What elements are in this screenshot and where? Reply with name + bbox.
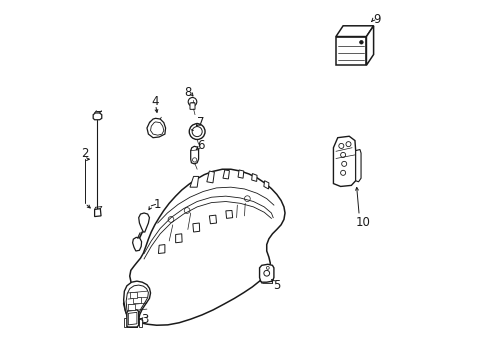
Polygon shape bbox=[335, 26, 373, 37]
Polygon shape bbox=[147, 118, 165, 138]
Text: 10: 10 bbox=[355, 216, 370, 229]
Polygon shape bbox=[126, 310, 139, 327]
Polygon shape bbox=[126, 285, 148, 320]
Text: 7: 7 bbox=[197, 116, 204, 129]
Polygon shape bbox=[366, 26, 373, 65]
Text: 8: 8 bbox=[184, 86, 191, 99]
Text: 5: 5 bbox=[272, 279, 280, 292]
Polygon shape bbox=[133, 318, 137, 327]
Polygon shape bbox=[150, 122, 163, 135]
Polygon shape bbox=[238, 170, 244, 178]
Polygon shape bbox=[264, 181, 268, 189]
Polygon shape bbox=[132, 237, 142, 251]
Polygon shape bbox=[333, 136, 355, 186]
Polygon shape bbox=[158, 244, 164, 253]
Polygon shape bbox=[206, 171, 214, 183]
Polygon shape bbox=[175, 234, 182, 243]
Text: 3: 3 bbox=[141, 312, 148, 326]
Polygon shape bbox=[123, 318, 127, 327]
Circle shape bbox=[359, 41, 363, 44]
Text: 6: 6 bbox=[197, 139, 204, 152]
Text: 4: 4 bbox=[151, 95, 159, 108]
Polygon shape bbox=[335, 37, 366, 65]
Polygon shape bbox=[355, 149, 360, 182]
FancyBboxPatch shape bbox=[129, 292, 137, 298]
Polygon shape bbox=[94, 209, 101, 217]
Polygon shape bbox=[128, 318, 132, 327]
Polygon shape bbox=[192, 223, 199, 232]
Text: 2: 2 bbox=[81, 147, 88, 159]
Polygon shape bbox=[123, 281, 150, 322]
Polygon shape bbox=[225, 211, 232, 219]
Polygon shape bbox=[209, 215, 216, 224]
FancyBboxPatch shape bbox=[128, 305, 135, 310]
Text: 9: 9 bbox=[373, 13, 380, 26]
FancyBboxPatch shape bbox=[133, 297, 140, 303]
FancyBboxPatch shape bbox=[190, 103, 195, 109]
Polygon shape bbox=[139, 318, 142, 327]
Polygon shape bbox=[139, 213, 149, 232]
Polygon shape bbox=[128, 312, 137, 325]
Polygon shape bbox=[190, 146, 198, 164]
Text: 1: 1 bbox=[154, 198, 161, 211]
Polygon shape bbox=[259, 264, 273, 282]
Polygon shape bbox=[251, 174, 257, 181]
Polygon shape bbox=[223, 170, 229, 179]
Polygon shape bbox=[123, 169, 285, 325]
Polygon shape bbox=[93, 113, 102, 120]
Polygon shape bbox=[190, 176, 198, 187]
